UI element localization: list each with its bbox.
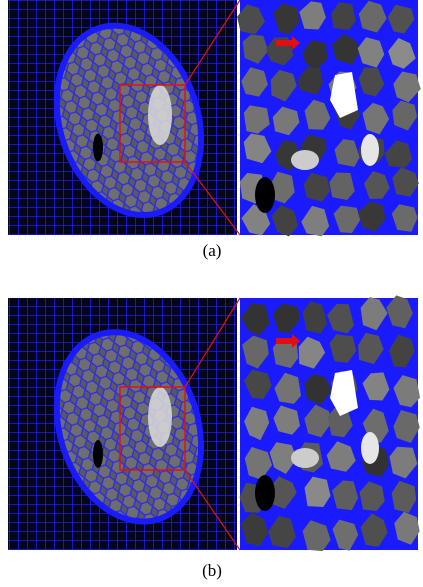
bright-cell [291, 150, 319, 170]
panel [8, 0, 421, 238]
caption: (a) [203, 241, 222, 260]
caption: (b) [202, 561, 222, 580]
dark-spot [93, 440, 103, 468]
dark-cell [255, 177, 275, 213]
panels [8, 0, 421, 551]
bright-cell [361, 432, 379, 464]
dark-cell [255, 475, 275, 511]
bright-cell [291, 448, 319, 468]
panel [8, 295, 420, 551]
figure: (a) (b) [0, 0, 423, 587]
bright-cell [361, 134, 379, 166]
bright-region [148, 387, 172, 447]
dark-spot [93, 134, 103, 162]
bright-region [148, 85, 172, 145]
